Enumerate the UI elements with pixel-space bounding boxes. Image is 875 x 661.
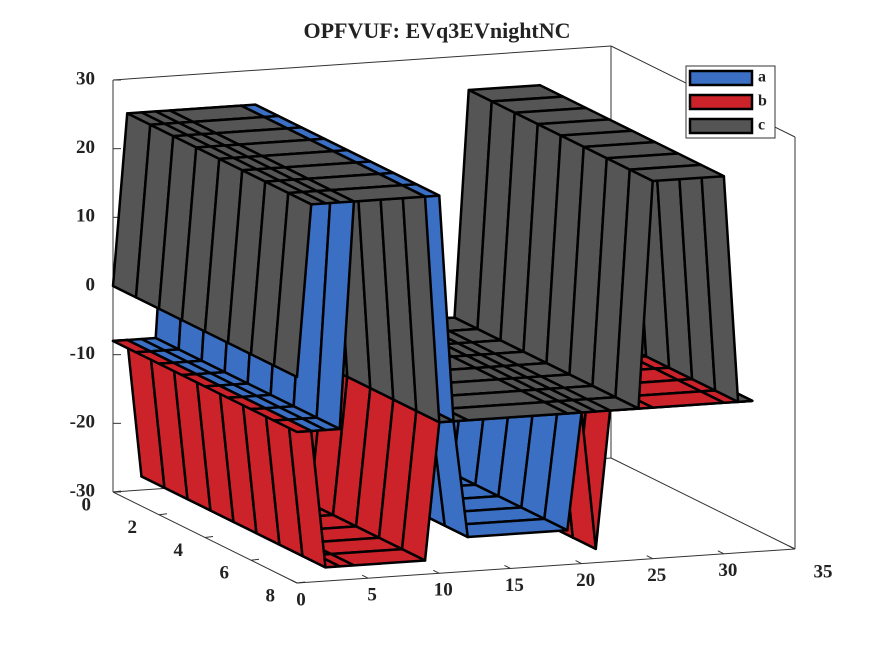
- x-tick: [575, 560, 582, 565]
- x-tick: [788, 545, 796, 550]
- axis-line: [112, 45, 612, 81]
- y-tick-label: 2: [128, 517, 138, 538]
- axis-line: [296, 548, 796, 584]
- y-tick-label: 0: [82, 494, 92, 515]
- legend-label: a: [758, 69, 766, 86]
- y-tick: [296, 581, 306, 584]
- x-tick: [433, 569, 440, 574]
- x-tick: [717, 550, 725, 555]
- z-tick-label: 20: [76, 137, 95, 158]
- legend-swatch: [688, 117, 754, 135]
- x-tick: [361, 574, 369, 579]
- z-tick-label: -10: [70, 343, 95, 364]
- z-tick-label: 0: [86, 274, 96, 295]
- x-tick: [290, 579, 298, 584]
- surface-patch: [272, 418, 313, 434]
- y-tick: [204, 536, 214, 538]
- z-tick-label: 10: [76, 206, 95, 227]
- x-tick-label: 20: [576, 570, 595, 591]
- y-tick: [112, 490, 122, 493]
- x-tick-label: 30: [718, 560, 737, 581]
- x-tick: [646, 555, 653, 560]
- z-tick-label: -30: [70, 480, 95, 501]
- legend-label: c: [758, 117, 765, 134]
- x-tick-label: 15: [505, 575, 524, 596]
- legend-swatch: [688, 69, 754, 87]
- y-tick: [250, 558, 260, 561]
- x-tick-label: 35: [814, 561, 833, 582]
- y-tick-label: 8: [266, 585, 276, 606]
- surface-patch: [272, 191, 313, 379]
- z-tick-label: -20: [70, 412, 95, 433]
- legend-swatch: [688, 93, 754, 111]
- x-tick-label: 10: [434, 580, 453, 601]
- z-tick-label: 30: [76, 68, 95, 89]
- x-tick: [504, 564, 511, 569]
- y-tick: [158, 513, 168, 516]
- y-tick-label: 4: [174, 540, 184, 561]
- chart-title: OPFVUF: EVq3EVnightNC: [303, 18, 570, 43]
- axis-line: [610, 457, 796, 550]
- x-tick-label: 0: [296, 589, 306, 610]
- x-tick-label: 5: [367, 585, 377, 606]
- x-tick-label: 25: [647, 565, 666, 586]
- y-tick-label: 6: [220, 563, 230, 584]
- legend-label: b: [758, 93, 767, 110]
